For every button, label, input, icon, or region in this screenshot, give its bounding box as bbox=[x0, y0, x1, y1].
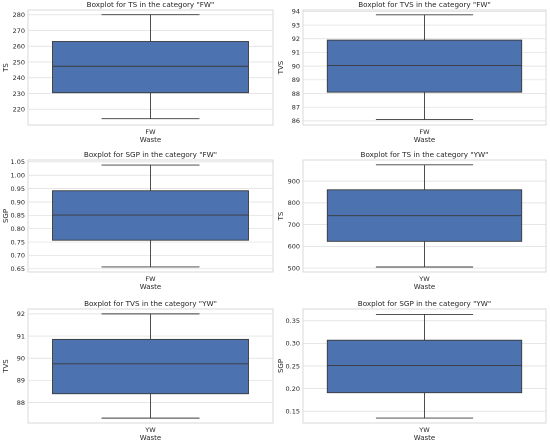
chart-panel-2: 86 87 88 89 90 91 92 93 94 Boxplot for TVS in the… bbox=[277, 0, 547, 144]
x-tick-label: YW bbox=[418, 275, 430, 283]
y-tick-label: 700 bbox=[288, 221, 300, 229]
y-tick-label: 0.35 bbox=[286, 317, 300, 325]
chart-title: Boxplot for TVS in the category "FW" bbox=[358, 0, 491, 9]
y-tick-label: 92 bbox=[292, 35, 300, 43]
y-tick-label: 230 bbox=[13, 90, 25, 98]
y-tick-label: 88 bbox=[292, 90, 300, 98]
y-tick-label: 1.05 bbox=[11, 158, 25, 166]
y-tick-label: 86 bbox=[292, 117, 300, 125]
iqr-box bbox=[326, 339, 523, 394]
y-tick-label: 0.80 bbox=[11, 225, 25, 233]
y-tick-label: 88 bbox=[17, 399, 25, 407]
iqr-box bbox=[52, 41, 249, 94]
y-tick-label: 0.90 bbox=[11, 198, 25, 206]
chart-title: Boxplot for TVS in the category "YW" bbox=[84, 299, 217, 308]
chart-panel-5: 88 89 90 91 92 Boxplot for TVS in the categor… bbox=[2, 299, 274, 441]
y-tick-label: 87 bbox=[292, 104, 300, 112]
y-tick-label: 0.15 bbox=[286, 408, 300, 416]
y-tick-label: 0.65 bbox=[11, 265, 25, 273]
chart-panel-3: 0.65 0.70 0.75 0.80 0.85 0.90 0.95 1.00 1.05 Boxp… bbox=[2, 150, 274, 291]
y-axis-label: SGP bbox=[277, 359, 285, 373]
y-tick-label: 600 bbox=[288, 243, 300, 251]
x-tick-label: YW bbox=[418, 426, 430, 434]
y-tick-label: 94 bbox=[292, 8, 300, 16]
y-axis-label: TVS bbox=[277, 60, 285, 75]
y-axis-label: TS bbox=[2, 63, 10, 73]
x-axis-label: Waste bbox=[140, 283, 161, 291]
y-tick-label: 0.70 bbox=[11, 252, 25, 260]
chart-panel-4: 500 600 700 800 900 Boxplot for TS in the cat… bbox=[277, 150, 547, 291]
y-tick-label: 89 bbox=[17, 377, 25, 385]
x-tick-label: FW bbox=[419, 128, 430, 136]
y-tick-label: 91 bbox=[17, 332, 25, 340]
y-tick-label: 220 bbox=[13, 106, 25, 114]
y-axis-label: TVS bbox=[2, 359, 10, 374]
x-tick-label: FW bbox=[145, 128, 156, 136]
y-tick-label: 280 bbox=[13, 11, 25, 19]
x-axis-label: Waste bbox=[414, 434, 435, 441]
y-tick-label: 0.25 bbox=[286, 362, 300, 370]
chart-panel-6: 0.15 0.20 0.25 0.30 0.35 Boxplot for SGP in t… bbox=[277, 299, 547, 441]
y-tick-label: 500 bbox=[288, 264, 300, 272]
x-axis-label: Waste bbox=[140, 434, 161, 441]
y-tick-label: 270 bbox=[13, 27, 25, 35]
y-tick-label: 240 bbox=[13, 74, 25, 82]
y-tick-label: 1.00 bbox=[11, 172, 25, 180]
chart-panel-1: 220 230 240 250 260 270 280 Boxplot for TS in t… bbox=[2, 0, 274, 144]
y-tick-label: 0.20 bbox=[286, 385, 300, 393]
y-tick-label: 93 bbox=[292, 21, 300, 29]
y-tick-label: 0.95 bbox=[11, 185, 25, 193]
y-tick-label: 92 bbox=[17, 310, 25, 318]
y-tick-label: 900 bbox=[288, 177, 300, 185]
x-tick-label: YW bbox=[144, 426, 156, 434]
y-tick-label: 250 bbox=[13, 58, 25, 66]
y-tick-label: 90 bbox=[292, 62, 300, 70]
y-axis-label: TS bbox=[277, 211, 285, 221]
y-tick-label: 800 bbox=[288, 199, 300, 207]
iqr-box bbox=[326, 39, 523, 93]
y-tick-label: 89 bbox=[292, 76, 300, 84]
chart-title: Boxplot for SGP in the category "YW" bbox=[358, 299, 491, 308]
iqr-box bbox=[52, 338, 249, 395]
chart-title: Boxplot for SGP in the category "FW" bbox=[84, 150, 217, 159]
x-tick-label: FW bbox=[145, 275, 156, 283]
y-tick-label: 91 bbox=[292, 49, 300, 57]
y-tick-label: 0.75 bbox=[11, 238, 25, 246]
y-axis-label: SGP bbox=[2, 209, 10, 223]
x-axis-label: Waste bbox=[140, 136, 161, 144]
x-axis-label: Waste bbox=[414, 136, 435, 144]
chart-title: Boxplot for TS in the category "YW" bbox=[361, 150, 489, 159]
y-tick-label: 90 bbox=[17, 355, 25, 363]
y-tick-label: 0.30 bbox=[286, 340, 300, 348]
y-tick-label: 0.85 bbox=[11, 212, 25, 220]
x-axis-label: Waste bbox=[414, 283, 435, 291]
y-tick-label: 260 bbox=[13, 43, 25, 51]
chart-title: Boxplot for TS in the category "FW" bbox=[87, 0, 215, 9]
